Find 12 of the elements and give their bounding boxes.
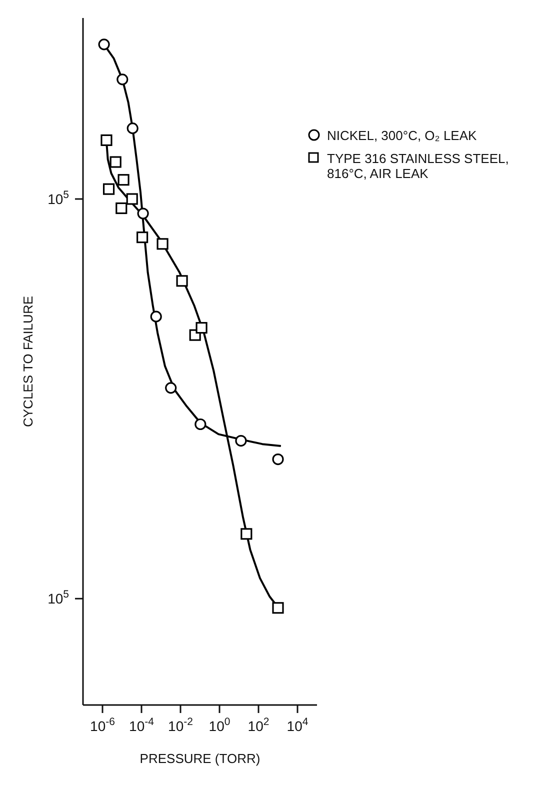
legend-label: NICKEL, 300°C, O₂ LEAK [327,128,477,143]
x-tick-label: 10$^{-2}$ [168,716,194,734]
x-tick-label: 10$^{4}$ [286,716,308,734]
x-tick-label: 10$^{0}$ [208,716,230,734]
x-tick-label: 10$^{-4}$ [129,716,154,734]
y-axis-title: CYCLES TO FAILURE [20,296,36,428]
legend-label: TYPE 316 STAINLESS STEEL, 816°C, AIR LEAK [327,151,510,181]
text: 10$^{5}$ [48,189,70,207]
x-tick-label: 10$^{-6}$ [90,716,116,734]
x-axis-title: PRESSURE (TORR) [140,751,260,766]
x-tick-label: 10$^{2}$ [248,716,270,734]
text: 10$^{5}$ [48,588,70,607]
